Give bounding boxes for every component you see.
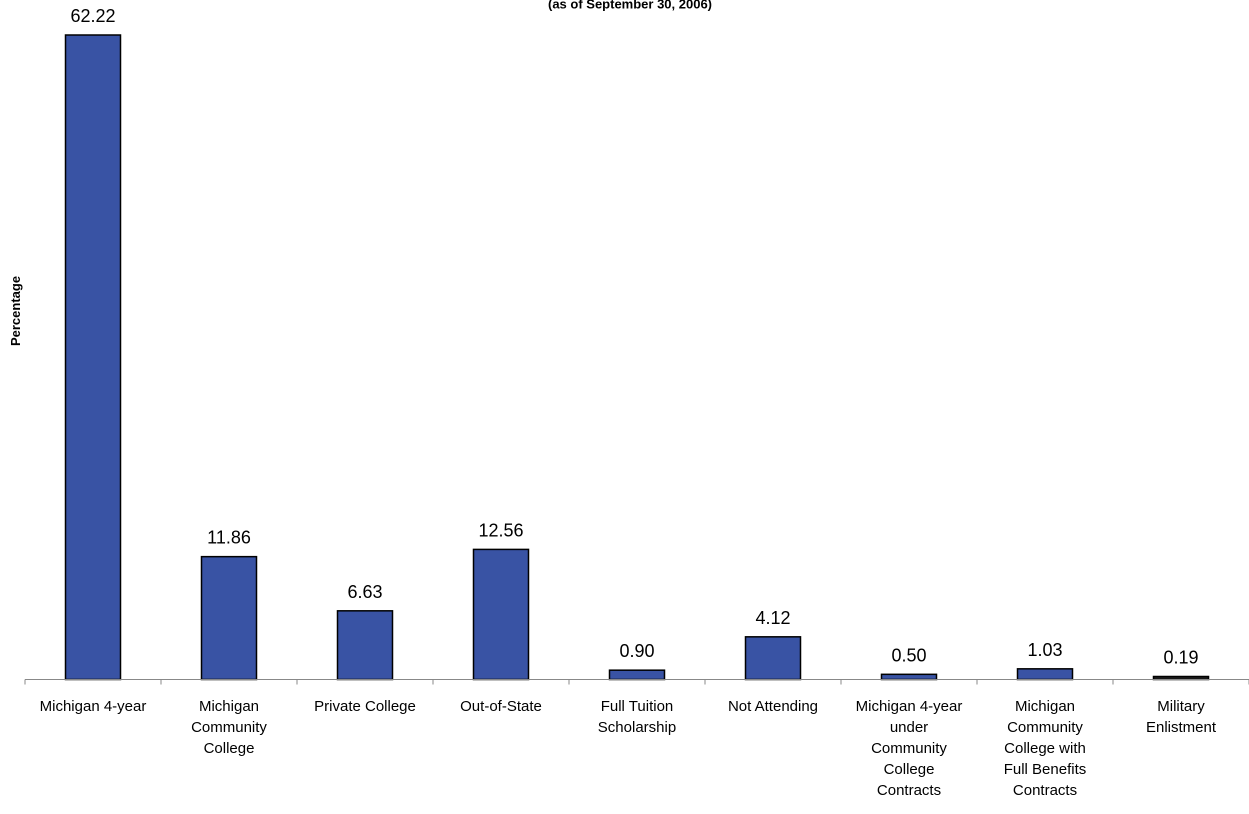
x-tick-label-line: Enlistment bbox=[1146, 719, 1217, 736]
bar bbox=[608, 669, 666, 681]
x-tick-label-line: under bbox=[890, 719, 928, 736]
y-axis-label: Percentage bbox=[8, 276, 23, 346]
x-tick-label-line: College with bbox=[1004, 740, 1086, 757]
chart-subtitle: (as of September 30, 2006) bbox=[548, 0, 712, 11]
x-tick-label: Michigan 4-year under Community College Cont… bbox=[856, 698, 963, 799]
data-label: 11.86 bbox=[207, 528, 251, 548]
x-tick-label: Military Enlistment bbox=[1146, 698, 1217, 736]
data-label: 6.63 bbox=[347, 582, 382, 602]
x-tick-label-line: Michigan bbox=[1015, 698, 1075, 715]
x-tick-label-line: Full Benefits bbox=[1004, 761, 1087, 778]
x-tick-label-line: College bbox=[884, 761, 935, 778]
bar bbox=[472, 548, 530, 681]
x-tick-label-line: Not Attending bbox=[728, 698, 818, 715]
x-tick-label-line: Full Tuition bbox=[601, 698, 674, 715]
x-tick-label: Full Tuition Scholarship bbox=[598, 698, 676, 736]
x-tick-label: Michigan Community College with Full Benefi… bbox=[1004, 698, 1087, 799]
data-labels-group: 62.22 11.86 6.63 12.56 0.90 4.12 0.50 1.03 0.19 bbox=[70, 6, 1198, 668]
x-tick-label: Out-of-State bbox=[460, 698, 542, 715]
x-tick-label: Michigan Community College bbox=[191, 698, 267, 757]
x-tick-label: Not Attending bbox=[728, 698, 818, 715]
bar bbox=[200, 555, 258, 681]
data-label: 62.22 bbox=[70, 6, 115, 26]
x-tick-label-line: Michigan 4-year bbox=[40, 698, 147, 715]
x-tick-label-line: Community bbox=[1007, 719, 1083, 736]
bars-group bbox=[64, 34, 1210, 681]
bar bbox=[880, 673, 938, 681]
x-tick-label-line: Community bbox=[191, 719, 267, 736]
x-tick-label-line: Military bbox=[1157, 698, 1205, 715]
x-tick-label-line: Contracts bbox=[877, 782, 941, 799]
x-tick-label-line: Michigan bbox=[199, 698, 259, 715]
x-tick-label-line: Michigan 4-year bbox=[856, 698, 963, 715]
x-tick-labels: Michigan 4-year Michigan Community College P… bbox=[40, 698, 1217, 799]
x-tick-label-line: Community bbox=[871, 740, 947, 757]
x-tick-label-line: Contracts bbox=[1013, 782, 1077, 799]
x-tick-label-line: Private College bbox=[314, 698, 416, 715]
bar bbox=[64, 34, 122, 681]
x-tick-label-line: Out-of-State bbox=[460, 698, 542, 715]
x-tick-label-line: College bbox=[204, 740, 255, 757]
data-label: 1.03 bbox=[1027, 640, 1062, 660]
data-label: 0.90 bbox=[619, 641, 654, 661]
data-label: 12.56 bbox=[478, 520, 523, 540]
x-tick-label-line: Scholarship bbox=[598, 719, 676, 736]
bar bbox=[336, 610, 394, 681]
bar bbox=[744, 636, 802, 681]
data-label: 0.19 bbox=[1163, 648, 1198, 668]
x-tick-label: Private College bbox=[314, 698, 416, 715]
x-axis bbox=[24, 679, 1249, 685]
bar bbox=[1016, 668, 1074, 681]
data-label: 4.12 bbox=[755, 608, 790, 628]
data-label: 0.50 bbox=[891, 645, 926, 665]
x-tick-label: Michigan 4-year bbox=[40, 698, 147, 715]
